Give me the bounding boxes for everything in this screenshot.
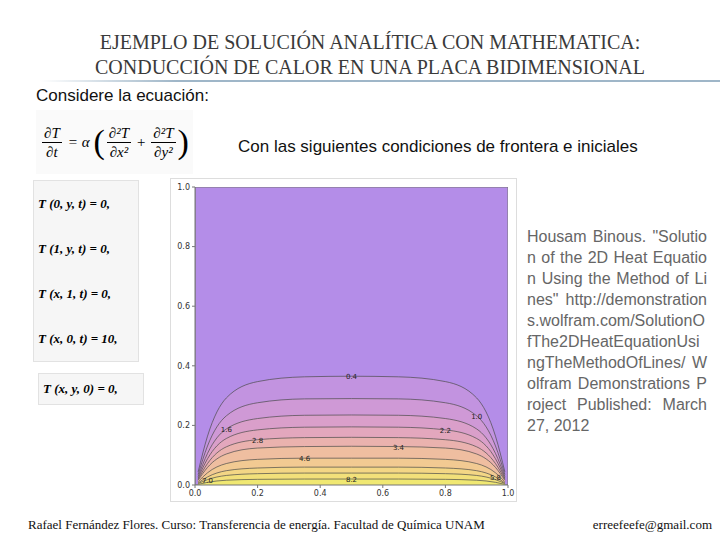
- svg-text:0.0: 0.0: [189, 489, 202, 498]
- html-text:Considere la ecuación:: Considere la ecuación:: [36, 86, 209, 105]
- svg-text:0.8: 0.8: [177, 242, 190, 251]
- html-text:T (x, 1, t) = 0,: T (x, 1, t) = 0,: [38, 285, 112, 301]
- html-text:Con las siguientes condiciones: Con las siguientes condiciones de fronte…: [238, 137, 638, 156]
- svg-text:0.8: 0.8: [439, 489, 452, 498]
- svg-text:0.6: 0.6: [177, 302, 190, 311]
- html-text:CONDUCCIÓN DE CALOR EN UNA PLA: CONDUCCIÓN DE CALOR EN UNA PLACA BIDIMEN…: [95, 56, 645, 78]
- html-text:∂²T: ∂²T: [108, 124, 130, 141]
- svg-text:7.0: 7.0: [202, 477, 213, 485]
- html-text:∂T: ∂T: [44, 124, 60, 141]
- html-text:T (0, y, t) = 0,: T (0, y, t) = 0,: [38, 195, 110, 211]
- html-text:T (x, 0, t) = 10,: T (x, 0, t) = 10,: [38, 330, 118, 346]
- svg-text:0.6: 0.6: [376, 489, 389, 498]
- html-text:∂²T: ∂²T: [153, 124, 174, 141]
- html-text:T (1, y, t) = 0,: T (1, y, t) = 0,: [38, 240, 110, 256]
- svg-text:0.4: 0.4: [314, 489, 327, 498]
- html-text:= α: = α: [67, 133, 90, 150]
- svg-text:1.6: 1.6: [221, 426, 233, 434]
- svg-text:3.4: 3.4: [393, 444, 405, 452]
- svg-text:8.2: 8.2: [346, 476, 357, 484]
- html-text:∂x²: ∂x²: [109, 143, 129, 160]
- svg-text:0.2: 0.2: [251, 489, 264, 498]
- html-text:∂y²: ∂y²: [154, 143, 173, 160]
- html-text:T (x, y, 0) = 0,: T (x, y, 0) = 0,: [43, 381, 118, 396]
- html-text:EJEMPLO DE SOLUCIÓN ANALÍTICA: EJEMPLO DE SOLUCIÓN ANALÍTICA CON MATHEM…: [99, 31, 641, 53]
- svg-text:1.0: 1.0: [502, 489, 515, 498]
- svg-text:2.2: 2.2: [440, 427, 451, 435]
- svg-text:5.8: 5.8: [490, 474, 501, 482]
- html-text:erreefeefe@gmail.com: erreefeefe@gmail.com: [592, 517, 712, 532]
- svg-text:4.6: 4.6: [299, 455, 311, 463]
- svg-text:1.0: 1.0: [471, 413, 482, 421]
- html-text:Housam Binous. "Solution of th: Housam Binous. "Solution of the 2D Heat …: [527, 228, 707, 434]
- svg-text:0.4: 0.4: [177, 362, 190, 371]
- svg-text:1.0: 1.0: [177, 183, 190, 192]
- svg-text:0.2: 0.2: [177, 421, 190, 430]
- svg-text:2.8: 2.8: [252, 437, 263, 445]
- html-text:Rafael Fernández Flores. Curso: Rafael Fernández Flores. Curso: Transfer…: [28, 517, 485, 532]
- html-text:∂t: ∂t: [46, 143, 58, 160]
- svg-text:0.4: 0.4: [346, 373, 358, 381]
- svg-text:0.0: 0.0: [177, 481, 190, 490]
